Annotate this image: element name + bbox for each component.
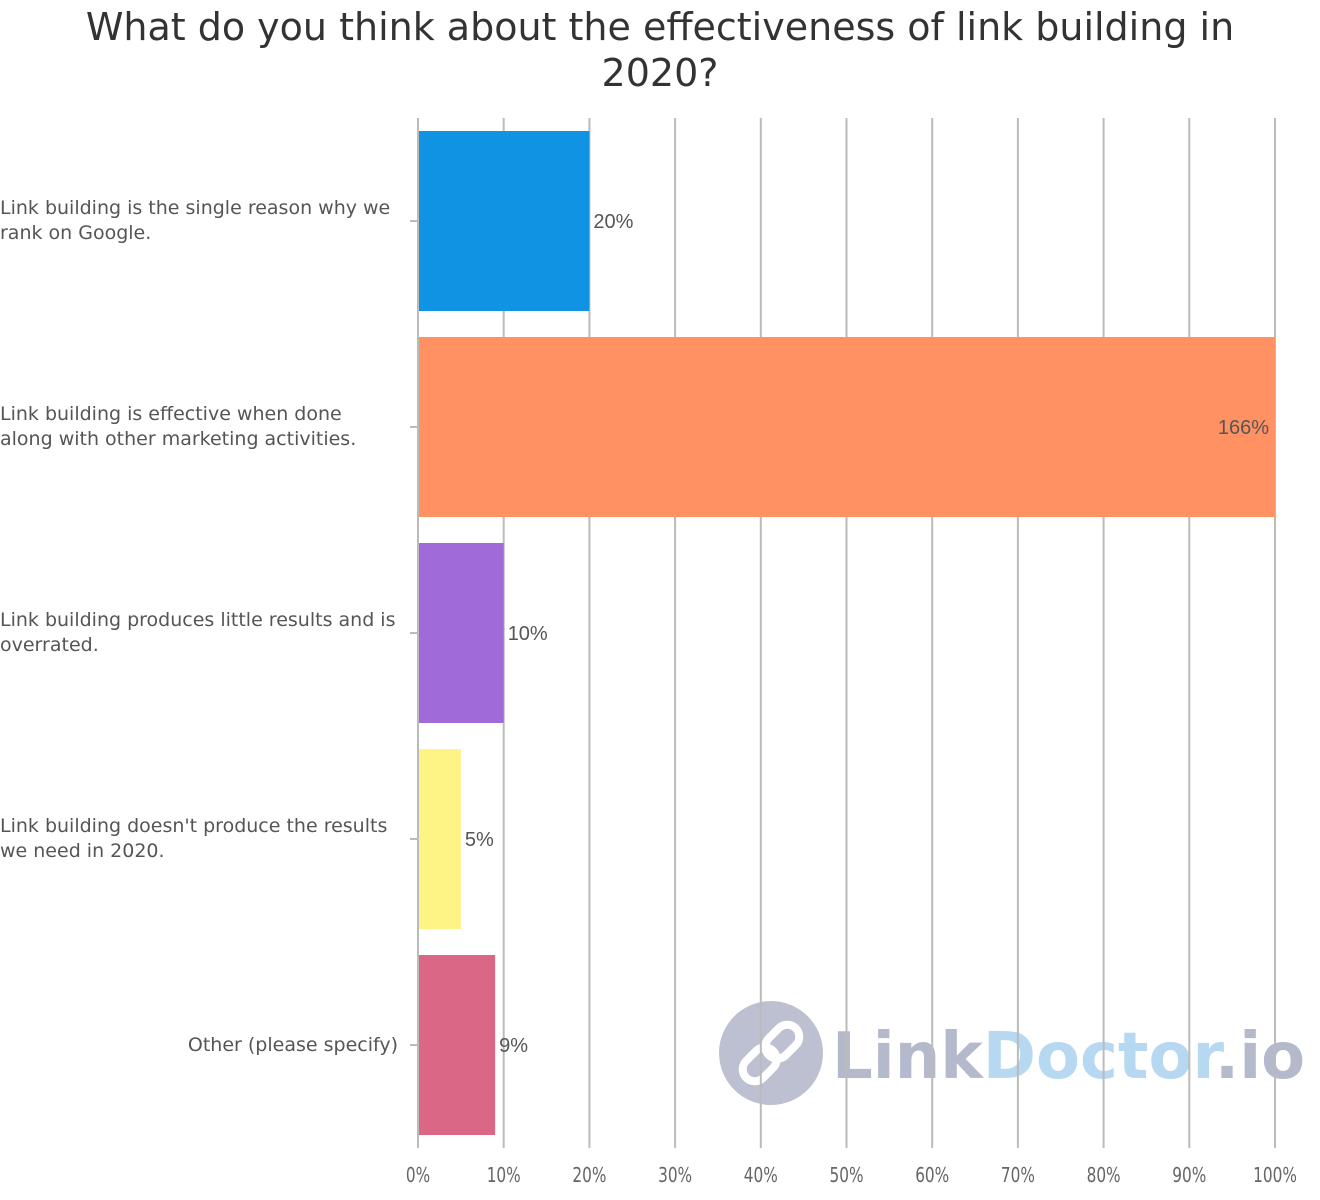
x-tick-label: 30%: [658, 1165, 692, 1188]
bar: [418, 131, 590, 311]
category-label: Other (please specify): [187, 1033, 398, 1056]
x-tick-label: 50%: [830, 1165, 864, 1188]
category-label: Link building is effective when done alo…: [0, 403, 357, 450]
category-label: Link building doesn't produce the result…: [0, 815, 388, 862]
chart-title: What do you think about the effectivenes…: [85, 5, 1235, 95]
watermark-logo: LinkDoctor.io: [719, 1001, 1305, 1105]
x-tick-label: 10%: [487, 1165, 521, 1188]
bar: [418, 337, 1275, 517]
data-label: 5%: [465, 829, 494, 851]
data-label: 9%: [499, 1035, 528, 1057]
bar: [418, 543, 504, 723]
bar: [418, 749, 461, 929]
data-label: 20%: [593, 211, 633, 233]
category-label: Link building is the single reason why w…: [0, 197, 391, 244]
svg-text:LinkDoctor.io: LinkDoctor.io: [832, 1020, 1305, 1094]
data-label: 10%: [508, 623, 548, 645]
data-label: 166%: [1218, 417, 1269, 439]
x-tick-label: 80%: [1087, 1165, 1121, 1188]
bar: [418, 955, 496, 1135]
x-tick-label: 100%: [1253, 1165, 1297, 1188]
category-label: Link building produces little results an…: [0, 609, 396, 656]
x-tick-label: 20%: [572, 1165, 606, 1188]
x-tick-label: 0%: [406, 1165, 430, 1188]
x-tick-label: 60%: [915, 1165, 949, 1188]
x-tick-label: 40%: [744, 1165, 778, 1188]
x-tick-label: 70%: [1001, 1165, 1035, 1188]
x-tick-label: 90%: [1172, 1165, 1206, 1188]
